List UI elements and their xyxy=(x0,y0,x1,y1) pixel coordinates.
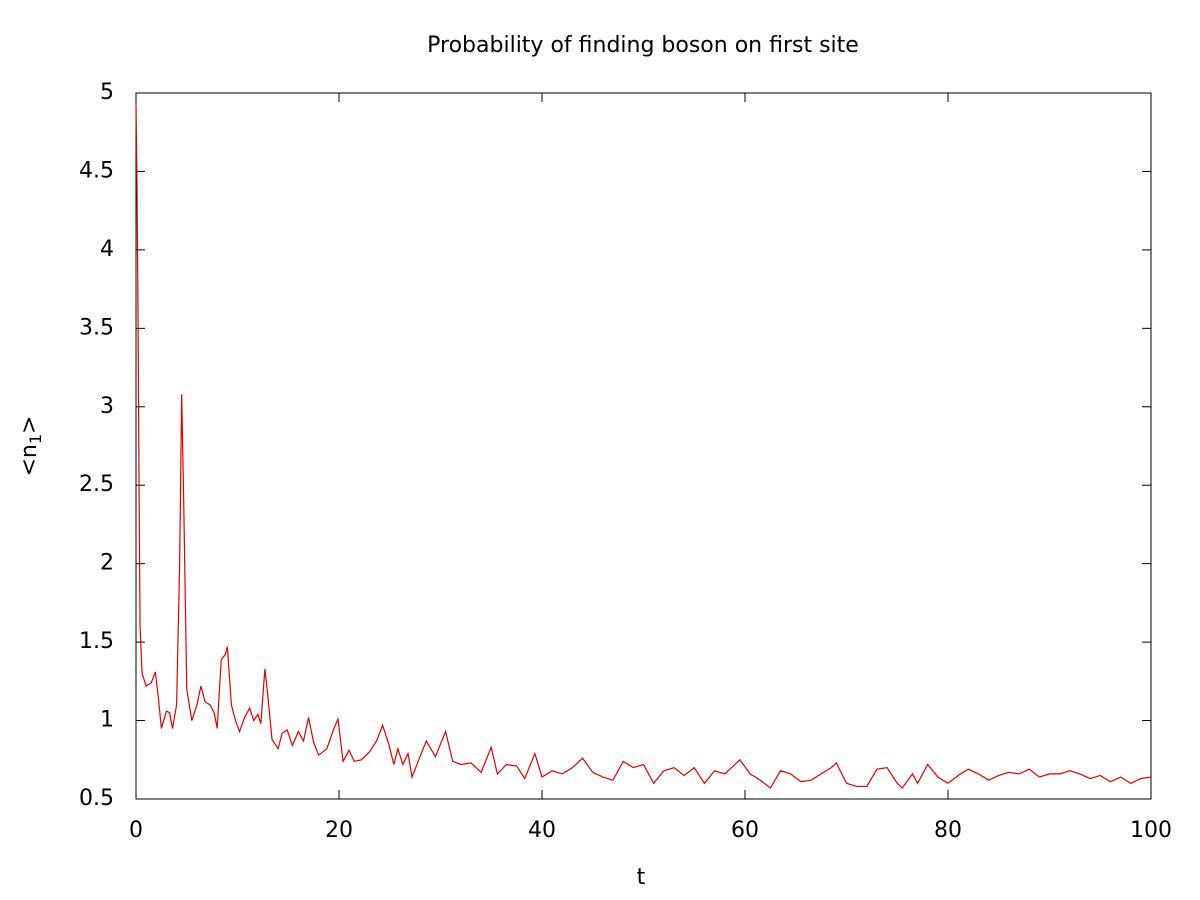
x-tick-label: 100 xyxy=(1130,818,1172,843)
x-tick-label: 40 xyxy=(528,818,556,843)
y-tick-label: 3 xyxy=(100,394,114,419)
x-tick-label: 0 xyxy=(129,818,143,843)
y-tick-label: 1.5 xyxy=(79,629,114,654)
x-tick-label: 20 xyxy=(325,818,353,843)
y-tick-label: 2.5 xyxy=(79,472,114,497)
x-axis-label: t xyxy=(637,865,646,890)
y-axis-label-part: <n xyxy=(17,444,42,476)
y-axis-label-subscript: 1 xyxy=(26,434,45,444)
y-tick-label: 4 xyxy=(100,237,114,262)
plot-border xyxy=(135,92,1152,800)
y-axis-label-part: > xyxy=(17,415,42,433)
x-tick-label: 60 xyxy=(731,818,759,843)
x-tick-label: 80 xyxy=(934,818,962,843)
data-line xyxy=(135,103,1152,789)
y-tick-label: 4.5 xyxy=(79,158,114,183)
y-axis-label: <n1> xyxy=(17,415,45,476)
chart-title: Probability of finding boson on first si… xyxy=(427,33,859,58)
y-tick-label: 1 xyxy=(100,708,114,733)
y-tick-label: 0.5 xyxy=(79,786,114,811)
y-tick-label: 5 xyxy=(100,80,114,105)
y-tick-label: 3.5 xyxy=(79,315,114,340)
y-tick-label: 2 xyxy=(100,551,114,576)
